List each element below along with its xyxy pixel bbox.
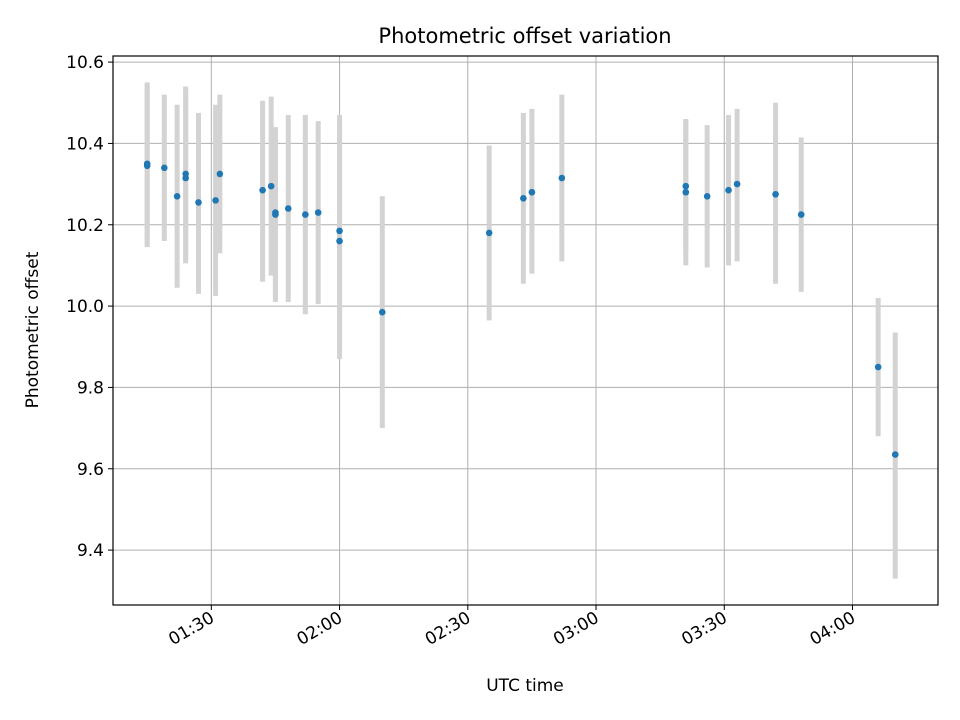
data-point [682,182,690,190]
data-point [528,188,536,196]
data-point [772,190,779,198]
data-point [558,174,566,182]
chart-title: Photometric offset variation [378,24,671,48]
data-point [725,186,732,194]
data-point [336,237,343,245]
data-point [284,205,292,212]
data-point [267,182,275,190]
data-point [212,197,219,204]
plot-frame [112,55,939,606]
x-axis-label: UTC time [486,676,564,696]
data-point [874,363,882,371]
data-point [182,174,189,182]
data-point [195,199,202,206]
data-points [143,160,899,458]
y-tick-label: 9.4 [77,541,104,561]
data-point [797,211,805,218]
data-point [682,188,690,196]
y-tick-label: 9.6 [77,460,104,480]
data-point [259,186,266,194]
data-point [891,451,899,458]
data-point [272,211,279,218]
grid [113,56,938,605]
y-axis-label: Photometric offset [23,251,43,408]
y-axis-ticks: 9.4 9.6 9.8 10.0 10.2 10.4 10.6 [66,53,113,561]
y-tick-label: 9.8 [77,378,104,398]
y-tick-label: 10.0 [66,297,104,317]
data-point [173,193,181,200]
data-point [703,193,711,200]
data-point [160,164,168,172]
y-tick-label: 10.6 [66,53,104,73]
data-point [314,209,322,216]
y-tick-label: 10.2 [66,216,104,236]
data-point [216,170,224,178]
data-point [520,195,527,202]
data-point [379,308,386,316]
data-point [336,227,343,235]
data-point [733,180,741,188]
data-point [302,211,309,218]
data-point [143,160,151,168]
y-tick-label: 10.4 [66,134,104,154]
data-point [485,229,493,237]
